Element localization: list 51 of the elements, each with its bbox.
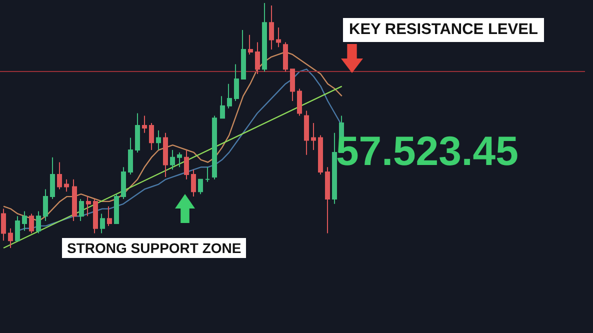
candlestick xyxy=(290,68,295,102)
candlestick xyxy=(149,122,154,150)
candlestick xyxy=(255,42,260,75)
candlestick xyxy=(283,42,288,72)
candlestick xyxy=(205,166,210,182)
candlestick xyxy=(311,122,316,150)
candlestick xyxy=(262,2,267,72)
candlestick xyxy=(15,216,20,242)
text: KEY RESISTANCE LEVEL xyxy=(343,18,544,42)
candlestick xyxy=(276,27,281,48)
candlestick xyxy=(198,178,203,195)
candlestick xyxy=(57,162,62,190)
candlestick xyxy=(163,132,168,178)
candlestick xyxy=(156,130,161,150)
candlestick xyxy=(297,88,302,116)
candlestick xyxy=(43,188,48,222)
candlestick xyxy=(114,194,119,224)
candlestick xyxy=(107,206,112,226)
candlestick xyxy=(318,134,323,175)
candlestick xyxy=(241,29,246,80)
candlestick xyxy=(325,166,330,234)
candlestick xyxy=(121,166,126,200)
candlestick xyxy=(142,115,147,134)
candlestick xyxy=(72,178,77,222)
candlestick xyxy=(128,137,133,175)
candlestick xyxy=(64,178,69,192)
candlestick xyxy=(50,156,55,200)
candlestick xyxy=(227,83,232,109)
candlestick xyxy=(212,115,217,180)
candlestick xyxy=(191,169,196,198)
candlestick xyxy=(220,96,225,119)
candlestick xyxy=(248,34,253,55)
candlestick xyxy=(29,213,34,234)
candlestick xyxy=(36,210,41,234)
annotation: 57.523.45 xyxy=(336,128,518,175)
candlestick xyxy=(269,4,274,50)
candlestick xyxy=(234,64,239,102)
candlestick xyxy=(332,132,337,204)
candlestick xyxy=(93,198,98,234)
candlestick xyxy=(100,213,105,234)
candlestick xyxy=(304,110,309,156)
candlestick xyxy=(170,150,175,170)
candlestick xyxy=(184,150,189,180)
annotation: STRONG SUPPORT ZONE xyxy=(62,238,246,258)
candlestick xyxy=(177,152,182,168)
candlestick xyxy=(8,228,13,248)
candlestick xyxy=(79,198,84,222)
candlestick xyxy=(22,210,27,232)
candlestick xyxy=(86,196,91,217)
candlestick xyxy=(1,208,6,242)
candlestick xyxy=(135,112,140,153)
